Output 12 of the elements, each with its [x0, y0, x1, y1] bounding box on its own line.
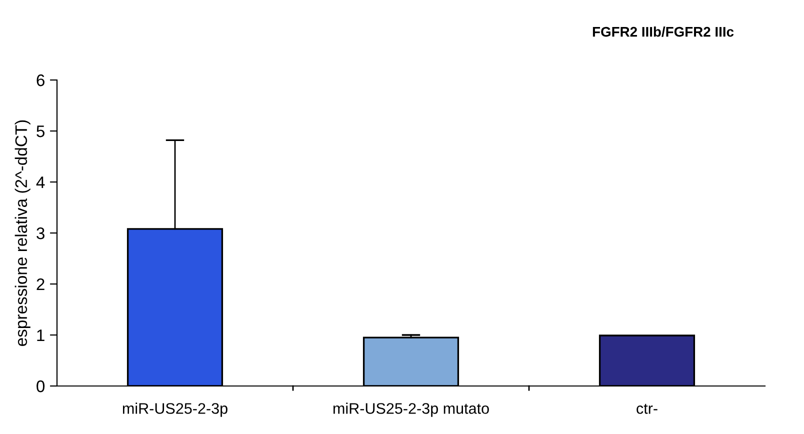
y-tick-label: 6 — [36, 74, 44, 86]
y-tick-label: 0 — [36, 380, 45, 392]
chart-title: FGFR2 IIIb/FGFR2 IIIc — [592, 26, 734, 37]
y-tick-label: 1 — [37, 330, 44, 342]
y-tick-label: 5 — [36, 126, 44, 138]
y-axis-title: espressione relativa (2^-ddCT) — [14, 120, 30, 346]
x-tick-label: ctr- — [636, 404, 658, 414]
y-tick-label: 3 — [36, 227, 44, 240]
x-tick-label: miR-US25-2-3p — [122, 402, 228, 417]
y-tick-label: 4 — [36, 176, 45, 188]
y-tick-label: 2 — [36, 278, 44, 290]
x-tick-label: miR-US25-2-3p mutato — [333, 402, 489, 417]
